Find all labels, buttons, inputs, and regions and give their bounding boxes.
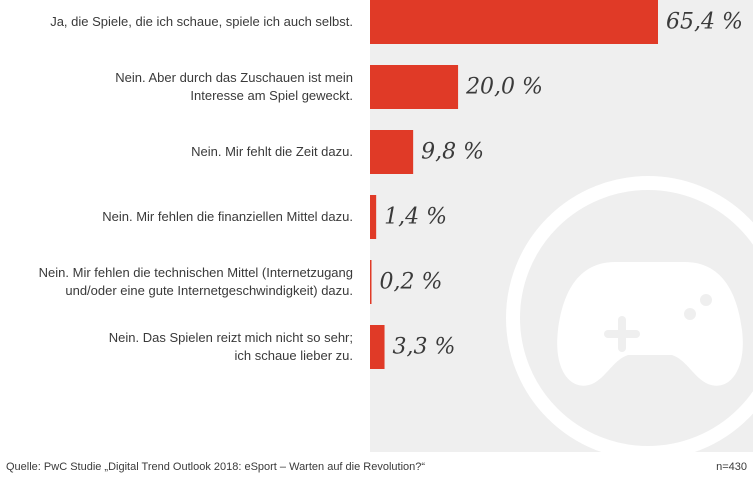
bar — [370, 65, 459, 109]
category-label: Nein. Mir fehlen die finanziellen Mittel… — [102, 209, 353, 224]
category-label: Nein. Aber durch das Zuschauen ist mein … — [115, 70, 353, 103]
sample-size: n=430 — [716, 461, 747, 473]
bar — [370, 260, 372, 304]
bar — [370, 0, 658, 44]
value-label: 3,3 % — [392, 334, 456, 360]
gamepad-icon — [506, 176, 753, 460]
category-label: Ja, die Spiele, die ich schaue, spiele i… — [50, 14, 353, 29]
value-label: 0,2 % — [379, 269, 443, 295]
value-label: 20,0 % — [466, 74, 543, 100]
bar — [370, 130, 414, 174]
bar — [370, 195, 377, 239]
value-label: 9,8 % — [421, 139, 485, 165]
category-label: Nein. Mir fehlt die Zeit dazu. — [191, 144, 353, 159]
category-label: Nein. Das Spielen reizt mich nicht so se… — [108, 330, 353, 363]
bar — [370, 325, 385, 369]
value-label: 65,4 % — [666, 9, 743, 35]
value-label: 1,4 % — [384, 204, 448, 230]
category-label: Nein. Mir fehlen die technischen Mittel … — [38, 265, 353, 298]
source-note: Quelle: PwC Studie „Digital Trend Outloo… — [6, 461, 426, 473]
